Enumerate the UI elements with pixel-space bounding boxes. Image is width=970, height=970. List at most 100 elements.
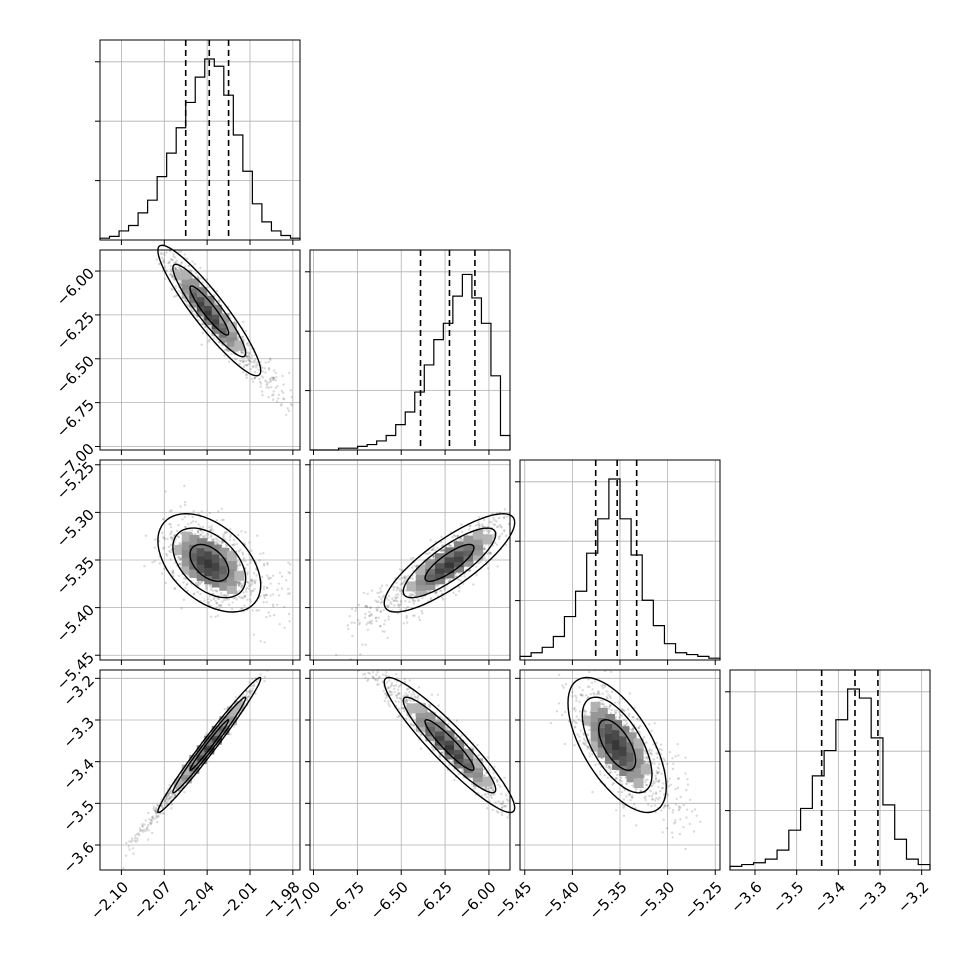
sample-point [170, 548, 173, 551]
sample-point [243, 604, 246, 607]
sample-point [242, 557, 246, 560]
sample-point [248, 360, 252, 363]
sample-point [141, 825, 144, 828]
sample-point [240, 596, 243, 599]
density-cell [204, 549, 215, 560]
sample-point [232, 543, 235, 547]
sample-point [175, 529, 179, 533]
sample-point [254, 364, 257, 367]
sample-point [370, 589, 374, 592]
sample-point [202, 536, 206, 539]
sample-point [398, 587, 401, 591]
sample-point [227, 603, 231, 606]
density-cell [174, 270, 185, 281]
sample-point [364, 604, 368, 608]
sample-point [381, 596, 384, 599]
sample-point [245, 364, 248, 367]
sample-point [269, 582, 272, 585]
sample-point [262, 588, 266, 591]
sample-point [403, 575, 406, 579]
sample-point [403, 576, 406, 580]
sample-point [398, 603, 401, 606]
sample-point [458, 586, 461, 589]
sample-point [173, 266, 176, 269]
panel-ticks-2-0 [95, 464, 294, 665]
sample-point [178, 542, 181, 545]
sample-point [448, 543, 451, 546]
sample-point [399, 599, 403, 602]
sample-point [146, 838, 150, 841]
sample-point [282, 391, 285, 394]
sample-point [215, 602, 218, 605]
sample-point [483, 547, 487, 550]
sample-point [285, 579, 288, 582]
sample-point [448, 578, 451, 581]
sample-point [258, 380, 262, 384]
sample-point [183, 577, 186, 580]
sample-point [278, 571, 282, 574]
sample-point [173, 256, 176, 259]
sample-point [212, 597, 215, 601]
sample-point [412, 556, 415, 560]
sample-point [282, 397, 285, 400]
sample-point [265, 600, 268, 604]
sample-point [253, 376, 256, 380]
sample-point [434, 540, 437, 543]
panel-frame-1-0 [99, 249, 301, 451]
sample-point [384, 696, 387, 700]
sample-point [166, 537, 169, 541]
sample-point [346, 624, 349, 627]
sample-point [368, 614, 371, 618]
sample-point [171, 288, 174, 292]
density-cell [181, 564, 192, 575]
sample-point [276, 603, 279, 607]
density-cell [204, 557, 215, 568]
sample-point [492, 534, 495, 538]
sample-point [263, 596, 266, 600]
sample-point [430, 549, 433, 552]
sample-point [169, 268, 172, 271]
sample-point [380, 584, 384, 587]
sample-point [168, 261, 171, 264]
sample-point [237, 550, 241, 553]
sample-point [268, 357, 272, 360]
contour-1-0-1 [172, 263, 247, 358]
sample-point [197, 276, 200, 279]
sample-point [259, 673, 262, 676]
sample-point [488, 529, 492, 532]
sample-point [262, 601, 265, 604]
sample-point [287, 571, 290, 574]
sample-point [261, 575, 264, 579]
sample-point [181, 518, 184, 521]
sample-point [412, 602, 416, 605]
sample-point [402, 580, 406, 584]
sample-point [233, 596, 237, 600]
sample-point [177, 523, 180, 527]
sample-point [268, 381, 271, 384]
sample-point [228, 538, 231, 542]
sample-point [249, 590, 252, 593]
sample-point [489, 552, 492, 556]
sample-point [375, 609, 378, 612]
sample-point [387, 618, 390, 621]
sample-point [256, 363, 259, 367]
sample-point [197, 319, 200, 322]
sample-point [257, 368, 260, 371]
sample-point [497, 536, 501, 539]
sample-point [432, 547, 435, 550]
sample-point [197, 581, 200, 584]
sample-point [263, 641, 266, 644]
sample-point [266, 563, 269, 566]
sample-point [274, 379, 277, 382]
density-cell [174, 545, 185, 555]
sample-point [201, 322, 205, 326]
sample-point [378, 595, 381, 599]
sample-point [382, 608, 385, 612]
sample-point [277, 393, 280, 396]
sample-point [243, 596, 246, 599]
sample-point [183, 791, 186, 794]
sample-point [131, 839, 134, 842]
sample-point [199, 526, 202, 529]
sample-point [232, 597, 235, 600]
